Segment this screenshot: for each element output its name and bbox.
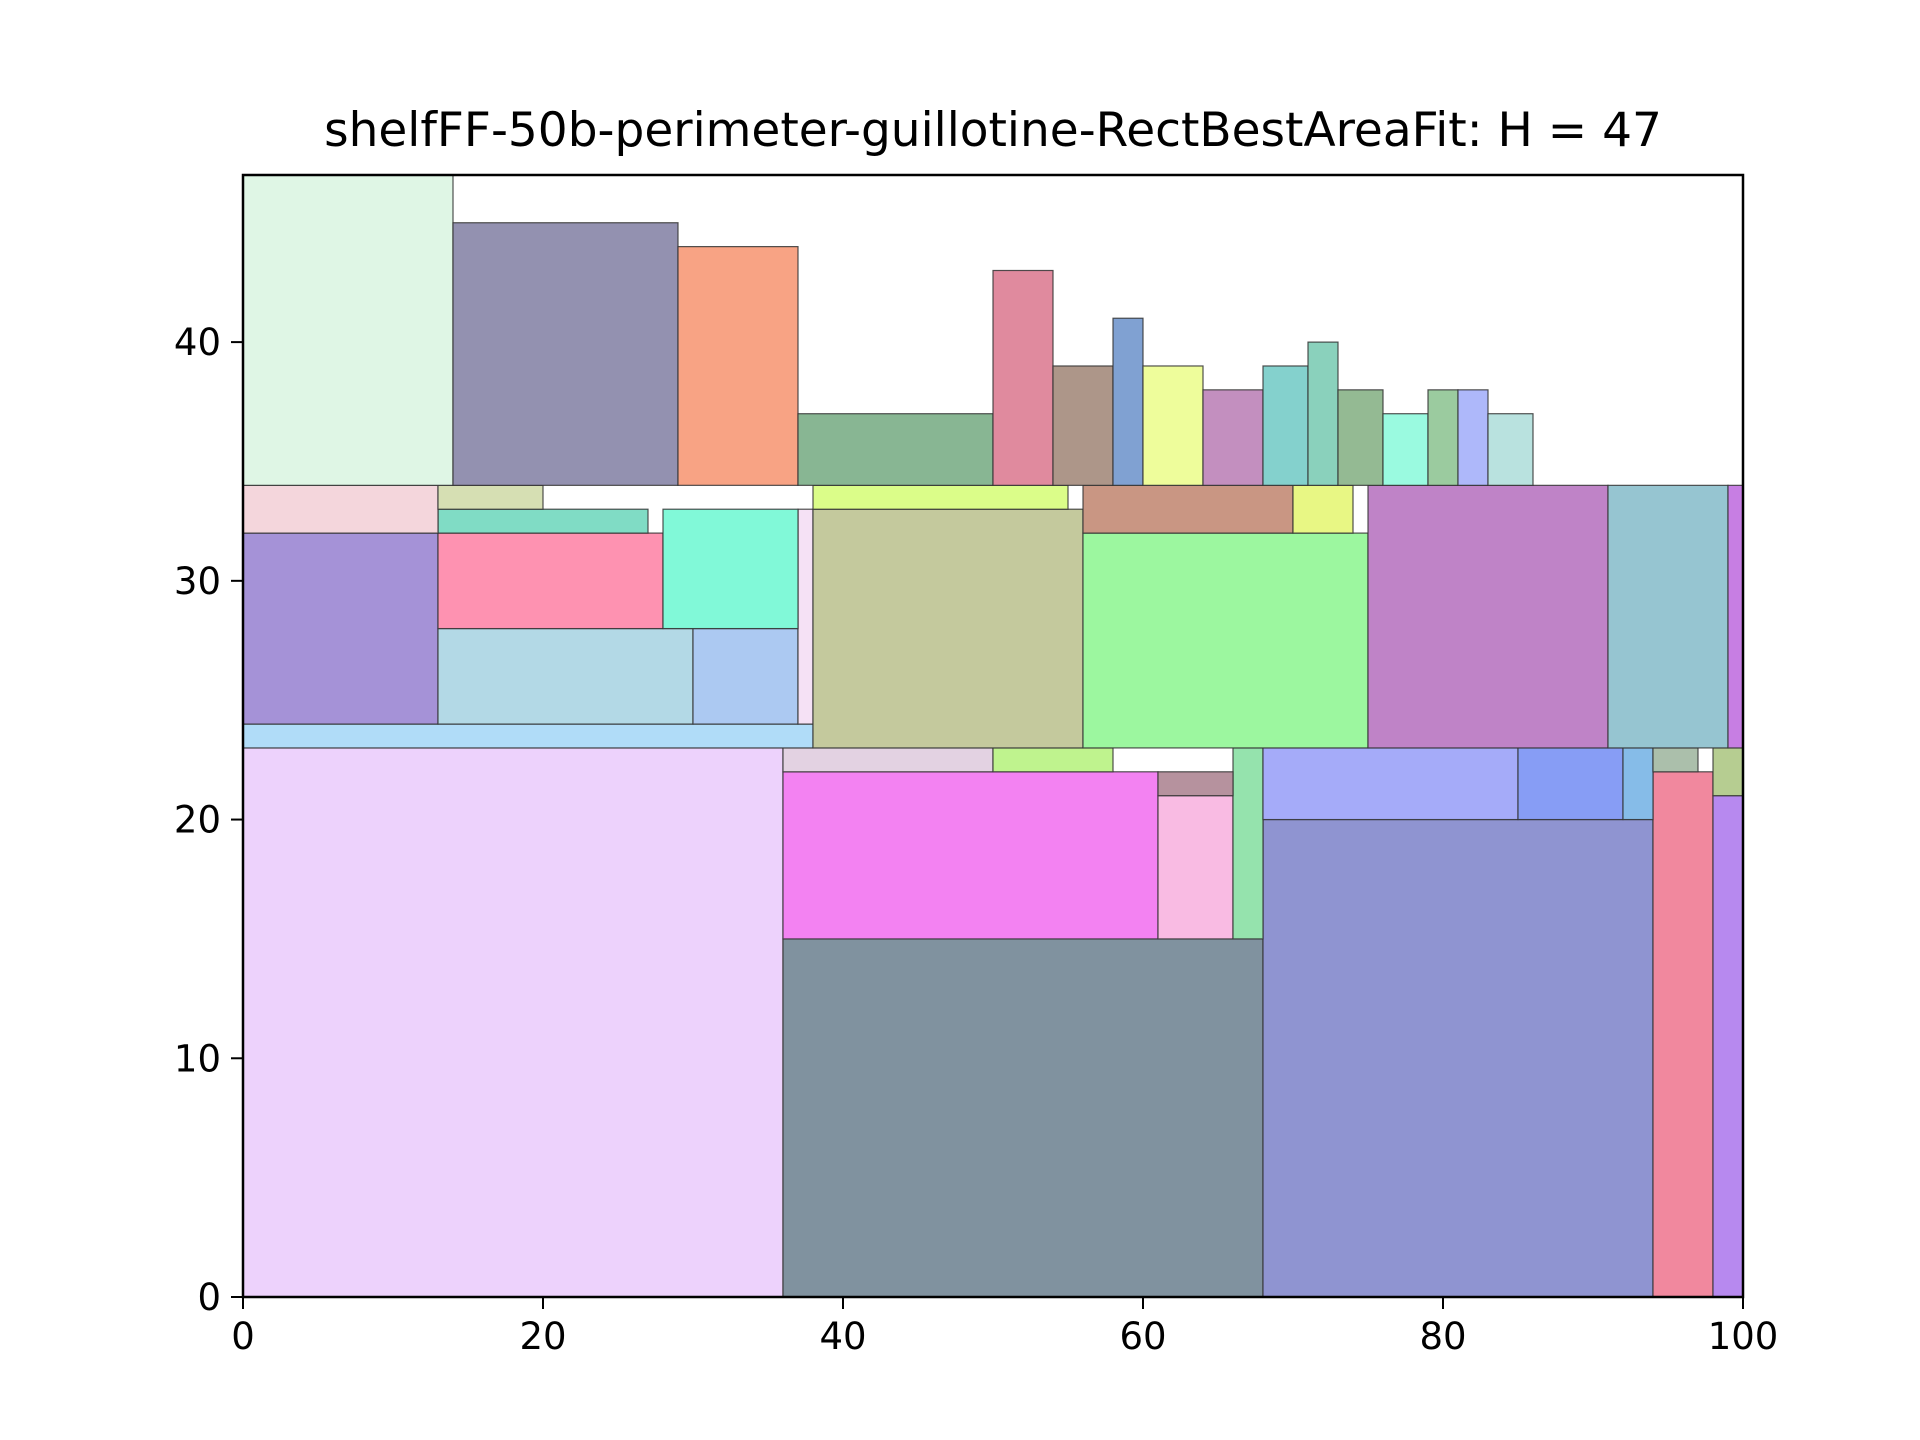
x-tick-label: 0 bbox=[231, 1315, 255, 1358]
packed-rect bbox=[1382, 413, 1429, 486]
packed-rect bbox=[1367, 484, 1609, 749]
x-axis: 0 20 40 60 80 100 bbox=[231, 1297, 1778, 1358]
packed-rect bbox=[1262, 747, 1519, 821]
packed-rect bbox=[452, 222, 679, 486]
packed-rect bbox=[1112, 317, 1144, 486]
packed-rect bbox=[1157, 795, 1234, 940]
packed-rect bbox=[1607, 484, 1729, 749]
packed-rect bbox=[1457, 389, 1489, 486]
packed-rect bbox=[1712, 747, 1744, 797]
packed-rect bbox=[437, 532, 664, 630]
y-tick-label: 10 bbox=[174, 1037, 221, 1080]
packed-rect bbox=[677, 246, 799, 486]
packed-rect bbox=[992, 269, 1054, 486]
packed-rect bbox=[242, 532, 439, 725]
packed-rect bbox=[242, 174, 454, 486]
packed-rect bbox=[692, 627, 799, 725]
packed-rect bbox=[1082, 532, 1369, 749]
packed-rect bbox=[437, 627, 694, 725]
x-tick-label: 40 bbox=[819, 1315, 866, 1358]
packed-rect bbox=[797, 413, 994, 486]
packed-rect bbox=[1337, 389, 1384, 486]
packed-rect bbox=[1727, 484, 1744, 749]
x-tick-label: 20 bbox=[519, 1315, 566, 1358]
packed-rect bbox=[1652, 747, 1699, 773]
packed-rect bbox=[1487, 413, 1534, 486]
packed-rect bbox=[1292, 484, 1354, 534]
packed-rect bbox=[1652, 771, 1714, 1298]
packed-rect bbox=[812, 484, 1069, 510]
packed-rect bbox=[1052, 365, 1114, 486]
packed-rect bbox=[1232, 747, 1264, 940]
packed-rect bbox=[1202, 389, 1264, 486]
packed-rect bbox=[1307, 341, 1339, 486]
packed-rect bbox=[782, 747, 994, 773]
packed-rect bbox=[437, 508, 649, 534]
y-axis: 0 10 20 30 40 bbox=[174, 321, 243, 1319]
y-tick-label: 40 bbox=[174, 321, 221, 364]
chart-title: shelfFF-50b-perimeter-guillotine-RectBes… bbox=[324, 103, 1662, 158]
packed-rect bbox=[782, 938, 1264, 1298]
x-tick-label: 60 bbox=[1119, 1315, 1166, 1358]
packed-rect bbox=[242, 723, 814, 749]
packed-rect bbox=[437, 484, 544, 510]
packed-rect bbox=[1157, 771, 1234, 797]
packed-rect bbox=[662, 508, 799, 630]
plot-frame bbox=[241, 173, 1745, 1299]
y-tick-label: 30 bbox=[174, 560, 221, 603]
packed-rect bbox=[782, 771, 1159, 940]
packed-rectangles bbox=[242, 174, 1744, 1298]
y-tick-label: 20 bbox=[174, 799, 221, 842]
packed-rect bbox=[1427, 389, 1459, 486]
packed-rect bbox=[242, 484, 439, 534]
packed-rect bbox=[1517, 747, 1624, 821]
y-tick-label: 0 bbox=[197, 1276, 221, 1319]
packed-rect bbox=[1622, 747, 1654, 821]
packed-rect bbox=[1142, 365, 1204, 486]
x-tick-label: 100 bbox=[1708, 1315, 1779, 1358]
packed-rect bbox=[1262, 818, 1654, 1298]
x-tick-label: 80 bbox=[1419, 1315, 1466, 1358]
packed-rect bbox=[992, 747, 1114, 773]
packed-rect bbox=[1262, 365, 1309, 486]
packed-rect bbox=[797, 508, 814, 725]
packed-rect bbox=[242, 747, 784, 1298]
packed-rect bbox=[1712, 795, 1744, 1298]
packed-rect bbox=[1082, 484, 1294, 534]
packed-rect bbox=[812, 508, 1084, 749]
